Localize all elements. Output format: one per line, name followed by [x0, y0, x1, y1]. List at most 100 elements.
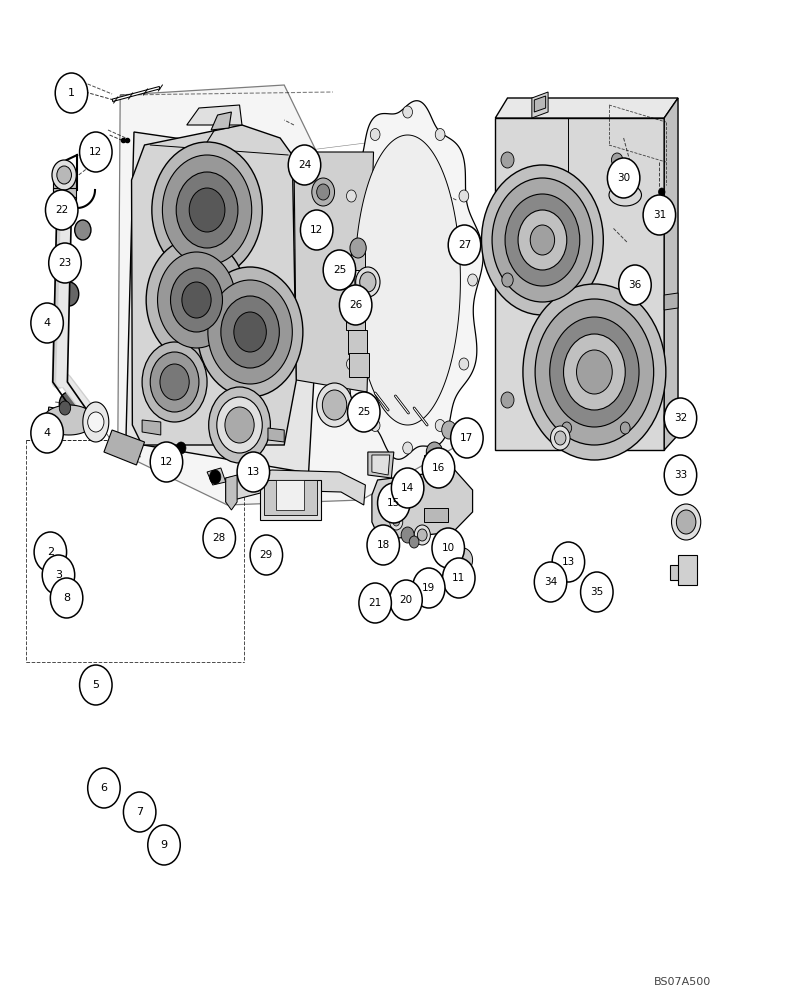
Circle shape	[435, 419, 444, 431]
Polygon shape	[677, 555, 696, 585]
Text: 21: 21	[368, 598, 381, 608]
Circle shape	[50, 578, 83, 618]
Circle shape	[189, 188, 225, 232]
Polygon shape	[268, 428, 284, 442]
Circle shape	[393, 518, 399, 526]
Circle shape	[88, 768, 120, 808]
Text: 17: 17	[460, 433, 473, 443]
Circle shape	[237, 452, 269, 492]
Text: 25: 25	[333, 265, 345, 275]
Circle shape	[176, 172, 238, 248]
Circle shape	[442, 558, 474, 598]
Text: 13: 13	[247, 467, 260, 477]
Polygon shape	[495, 98, 677, 118]
Text: 15: 15	[387, 498, 400, 508]
Polygon shape	[187, 105, 242, 125]
Circle shape	[389, 514, 402, 530]
Circle shape	[402, 442, 412, 454]
Circle shape	[500, 152, 513, 168]
Circle shape	[162, 155, 251, 265]
Text: 11: 11	[452, 573, 465, 583]
Text: 31: 31	[652, 210, 665, 220]
Polygon shape	[207, 468, 225, 485]
Polygon shape	[118, 85, 458, 505]
Text: 24: 24	[298, 160, 311, 170]
Circle shape	[431, 528, 464, 568]
Circle shape	[350, 238, 366, 258]
Polygon shape	[225, 470, 365, 505]
Text: 10: 10	[441, 543, 454, 553]
Polygon shape	[276, 480, 304, 510]
Circle shape	[450, 418, 483, 458]
Text: 9: 9	[161, 840, 167, 850]
Circle shape	[409, 536, 418, 548]
Circle shape	[517, 210, 566, 270]
Polygon shape	[345, 306, 365, 330]
Circle shape	[370, 129, 380, 141]
Polygon shape	[142, 420, 161, 435]
Text: 5: 5	[92, 680, 99, 690]
Text: 28: 28	[212, 533, 225, 543]
Polygon shape	[423, 455, 444, 472]
Circle shape	[417, 529, 427, 541]
Circle shape	[300, 210, 333, 250]
Polygon shape	[669, 565, 691, 580]
Polygon shape	[663, 293, 677, 310]
Circle shape	[75, 220, 91, 240]
Circle shape	[152, 142, 262, 278]
Circle shape	[663, 455, 696, 495]
Circle shape	[611, 153, 622, 167]
Circle shape	[554, 431, 565, 445]
Circle shape	[377, 483, 410, 523]
Polygon shape	[294, 152, 373, 392]
Polygon shape	[260, 480, 320, 520]
Polygon shape	[495, 118, 663, 450]
Text: 26: 26	[349, 300, 362, 310]
Circle shape	[359, 272, 375, 292]
Circle shape	[59, 401, 71, 415]
Polygon shape	[126, 132, 326, 473]
Circle shape	[31, 413, 63, 453]
Text: 14: 14	[401, 483, 414, 493]
Circle shape	[88, 412, 104, 432]
Text: 4: 4	[44, 428, 50, 438]
Circle shape	[522, 284, 665, 460]
Text: BS07A500: BS07A500	[653, 977, 710, 987]
Circle shape	[221, 296, 279, 368]
Circle shape	[458, 358, 468, 370]
Text: 25: 25	[357, 407, 370, 417]
Polygon shape	[663, 98, 677, 450]
Polygon shape	[371, 470, 472, 540]
Circle shape	[311, 178, 334, 206]
Circle shape	[624, 165, 633, 175]
Circle shape	[150, 442, 182, 482]
Polygon shape	[83, 402, 109, 442]
Text: 32: 32	[673, 413, 686, 423]
Circle shape	[142, 342, 207, 422]
Circle shape	[148, 825, 180, 865]
Circle shape	[453, 548, 472, 572]
Text: 29: 29	[260, 550, 272, 560]
Polygon shape	[531, 92, 547, 118]
Circle shape	[59, 392, 79, 416]
Circle shape	[79, 132, 112, 172]
Circle shape	[146, 238, 247, 362]
Circle shape	[217, 397, 262, 453]
Polygon shape	[53, 180, 75, 190]
Circle shape	[42, 555, 75, 595]
Circle shape	[388, 494, 403, 512]
Circle shape	[563, 334, 624, 410]
Circle shape	[676, 510, 695, 534]
Text: 23: 23	[58, 258, 71, 268]
Circle shape	[57, 166, 71, 184]
Circle shape	[458, 190, 468, 202]
Circle shape	[59, 282, 79, 306]
Text: 12: 12	[89, 147, 102, 157]
Circle shape	[79, 665, 112, 705]
Circle shape	[323, 250, 355, 290]
Circle shape	[504, 194, 579, 286]
Text: 7: 7	[136, 807, 143, 817]
Circle shape	[316, 383, 352, 427]
Circle shape	[534, 299, 653, 445]
Circle shape	[55, 73, 88, 113]
